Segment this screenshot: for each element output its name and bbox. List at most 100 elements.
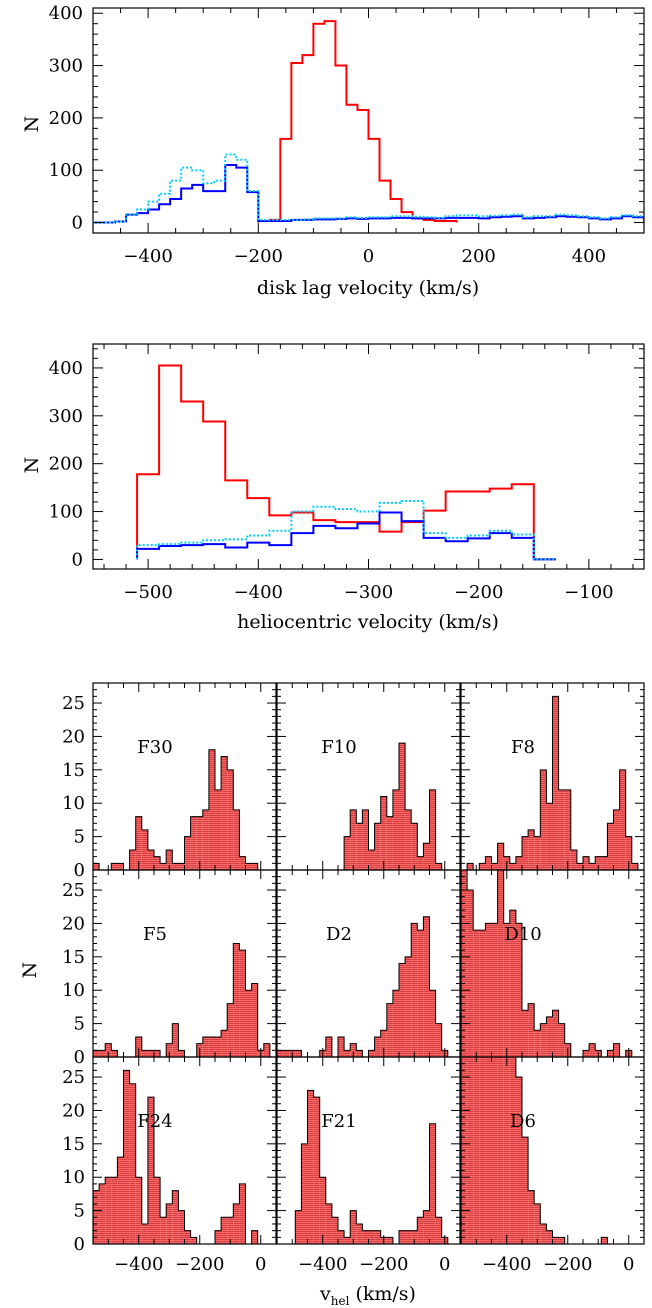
heliocentric-frame (92, 343, 645, 570)
panel-f8-bar (497, 843, 504, 870)
disk-lag-ytick-label: 200 (49, 108, 83, 129)
panel-f30-outline (93, 749, 276, 870)
panel-ytick-label: 15 (62, 947, 85, 968)
panel-d6-outline (461, 1057, 644, 1244)
panel-f30-bar (251, 863, 258, 870)
panel-f24: F24 0 5 10 15 20 25 −400 −200 0 (62, 1056, 277, 1275)
panel-ytick-label: 10 (62, 793, 85, 814)
panel-d2-bar (380, 1030, 387, 1057)
panel-ytick-label: 0 (74, 1234, 85, 1255)
panel-ytick-label: 5 (74, 1201, 85, 1222)
panel-f10: F10 (276, 682, 461, 871)
panel-f30-bar (160, 863, 167, 870)
panel-f24-bar (178, 1210, 185, 1244)
heliocentric-ticks: −500 −400 −300 −200 −100 0 100 200 300 400 (49, 344, 644, 603)
panel-f5-bar (202, 1036, 209, 1057)
panel-f30-bar (172, 863, 179, 870)
panel-d10-bars (461, 870, 644, 1057)
panel-f10-bar (350, 809, 357, 870)
panel-f21-bar (325, 1203, 332, 1244)
disk-lag-ticks: −400 −200 0 200 400 0 100 200 300 400 (49, 3, 645, 267)
panel-label: F5 (143, 924, 167, 945)
panel-label: D6 (510, 1111, 536, 1132)
panel-f30-bar (227, 769, 234, 870)
panel-f5-bar (178, 1050, 185, 1057)
heliocentric-series-1-line (136, 511, 556, 561)
panel-xtick-label: −200 (543, 1254, 592, 1275)
panel-f8-bar (515, 856, 522, 870)
panel-f8-bar (491, 863, 498, 870)
panel-d10-bar (515, 923, 522, 1057)
panel-d6-bar (473, 1057, 480, 1244)
panel-d2-bar (399, 963, 406, 1057)
panel-f8-bar (625, 836, 632, 870)
disk-lag-panel: −400 −200 0 200 400 0 100 200 300 400 disk lag ve… (21, 3, 645, 299)
panel-f24-bar (105, 1177, 112, 1244)
disk-lag-series-1-line (93, 163, 644, 224)
panel-d2-bar (325, 1036, 332, 1057)
panel-d6-bar (540, 1223, 547, 1244)
panel-d6-bar (558, 1237, 565, 1244)
panel-f10-bar (356, 823, 363, 870)
panel-d10-bar (485, 923, 492, 1057)
panel-f30-bar (202, 809, 209, 870)
heliocentric-xtick-label: −300 (344, 582, 393, 603)
field-histogram-grid: F30 0 5 10 15 20 25 F10 F8 F5 0 5 10 15 20 25 D2 D10 F24 0 5… (19, 682, 645, 1308)
panel-f5-bar (239, 950, 246, 1057)
heliocentric-ytick-label: 400 (49, 358, 83, 379)
panel-ytick-label: 10 (62, 1167, 85, 1188)
panel-xtick-label: −400 (298, 1254, 347, 1275)
panel-f30-bar (141, 829, 148, 870)
panel-f30-bar (245, 863, 252, 870)
panel-ytick-label: 20 (62, 1100, 85, 1121)
disk-lag-series-0-line (257, 20, 458, 223)
panel-f5-bar (154, 1050, 161, 1057)
panel-f8-bar (522, 836, 529, 870)
field-histograms: F30 0 5 10 15 20 25 F10 F8 F5 0 5 10 15 20 25 D2 D10 F24 0 5… (62, 682, 645, 1275)
disk-lag-ytick-label: 100 (49, 160, 83, 181)
panel-f8-bar (564, 789, 571, 870)
panel-d10-bar (583, 1050, 590, 1057)
panel-f10-bar (435, 863, 442, 870)
panel-f24-bar (215, 1230, 222, 1244)
panel-d6-bar (528, 1190, 535, 1244)
panel-f8-bar (595, 856, 602, 870)
panel-d10-bar (558, 1023, 565, 1057)
panel-f24-bar (227, 1217, 234, 1244)
panel-f10-bar (368, 849, 375, 870)
panel-d2-bar (344, 1050, 351, 1057)
panel-f5-bar (147, 1050, 154, 1057)
heliocentric-xlabel: heliocentric velocity (km/s) (237, 611, 499, 633)
panel-f8-bar (613, 809, 620, 870)
panel-ytick-label: 10 (62, 980, 85, 1001)
panel-f8-bar (552, 696, 559, 870)
panel-f30-bar (190, 816, 197, 870)
panel-d10-bar (522, 1010, 529, 1057)
panel-ytick-label: 0 (74, 1047, 85, 1068)
panel-f21-bar (374, 1230, 381, 1244)
panel-f30-bar (239, 856, 246, 870)
panel-f5-bar (111, 1050, 118, 1057)
panel-f8-outline (461, 695, 644, 870)
panel-f24-bar (184, 1230, 191, 1244)
panel-d10-bar (479, 930, 486, 1057)
panel-d10-bar (552, 1010, 559, 1057)
panel-f8-bar (583, 856, 590, 870)
panel-d10-bar (607, 1050, 614, 1057)
heliocentric-xtick-label: −400 (234, 582, 283, 603)
heliocentric-ytick-label: 100 (49, 502, 83, 523)
panel-f24-bar (129, 1083, 136, 1244)
panel-f24-bar (99, 1183, 106, 1244)
panel-f8-bar (570, 849, 577, 870)
heliocentric-series (136, 364, 556, 561)
panel-d2-bar (423, 916, 430, 1057)
panel-f21-bar (338, 1230, 345, 1244)
panel-f10-bar (374, 823, 381, 870)
panel-f30-bar (221, 756, 228, 870)
panel-f10-bar (411, 823, 418, 870)
panel-f21-bar (417, 1217, 424, 1244)
heliocentric-panel: −500 −400 −300 −200 −100 0 100 200 300 400 helioc… (21, 343, 645, 633)
panel-f30-bar (208, 749, 215, 870)
disk-lag-ytick-label: 300 (49, 56, 83, 77)
panel-d2-bar (338, 1036, 345, 1057)
